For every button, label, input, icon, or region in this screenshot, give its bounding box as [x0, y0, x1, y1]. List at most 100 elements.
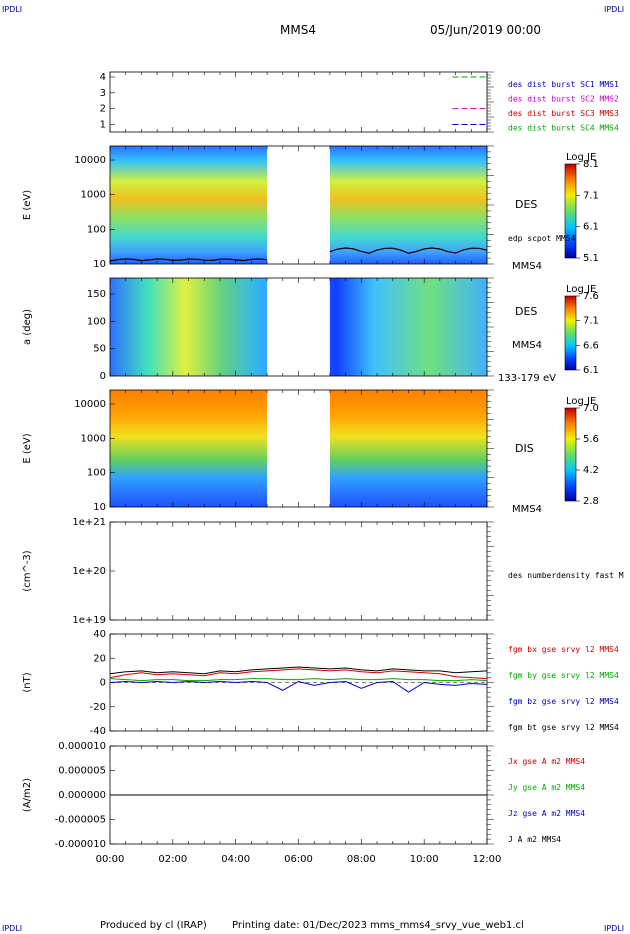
b-bt-line [109, 666, 488, 675]
y-tick-label: 10 [93, 259, 106, 270]
y-tick-label: 1000 [81, 190, 106, 201]
current-density-ylabel: (A/m2) [22, 778, 33, 812]
legend-entry: fgm bt gse srvy l2 MMS4 [508, 723, 619, 732]
des-energy-instrument-label: DES [515, 198, 537, 211]
colorbar-tick-label: 4.2 [583, 465, 599, 476]
spacecraft-title: MMS4 [280, 23, 316, 37]
legend-entry: des dist burst SC2 MMS2 [508, 95, 619, 104]
footer-producer: Produced by cl (IRAP) [100, 920, 207, 931]
magnetic-field-ylabel: (nT) [22, 672, 33, 692]
y-tick-label: 10 [93, 502, 106, 513]
legend-entry: fgm bz gse srvy l2 MMS4 [508, 697, 619, 706]
des-energy-data-gap [267, 146, 330, 264]
b-by-line [109, 678, 488, 682]
time-tick-label: 06:00 [284, 854, 313, 865]
legend-entry: des dist burst SC4 MMS4 [508, 124, 619, 133]
b-bx-line [109, 668, 488, 680]
date-title: 05/Jun/2019 00:00 [430, 23, 541, 37]
y-tick-label: -20 [90, 702, 106, 713]
colorbar-tick-label: 5.6 [583, 434, 599, 445]
y-tick-label: -0.000005 [55, 815, 106, 826]
des-energy-spacecraft-label: MMS4 [512, 261, 542, 272]
corner-label-tl: IPDLI [2, 5, 22, 14]
y-tick-label: 1 [100, 120, 106, 131]
y-tick-label: 100 [87, 468, 106, 479]
des-pitch-colorbar [564, 295, 577, 371]
y-tick-label: 100 [87, 224, 106, 235]
legend-entry: Jx gse A m2 MMS4 [508, 757, 585, 766]
y-tick-label: 0.000000 [58, 790, 106, 801]
y-tick-label: 40 [93, 629, 106, 640]
y-tick-label: 0 [100, 678, 106, 689]
density-ylabel: (cm^-3) [22, 550, 33, 591]
colorbar-tick-label: 7.0 [583, 403, 599, 414]
corner-label-bl: IPDLI [2, 924, 22, 933]
scpot-trace-a [109, 258, 268, 262]
des-pitch-colorbar-title: Log JE [566, 284, 596, 295]
colorbar-tick-label: 7.1 [583, 190, 599, 201]
dis-energy-instrument-label: DIS [515, 442, 534, 455]
density-frame [109, 521, 488, 621]
colorbar-tick-label: 6.1 [583, 222, 599, 233]
b-bz-line [109, 680, 488, 693]
y-tick-label: 10000 [74, 155, 106, 166]
legend-entry: des numberdensity fast M [508, 571, 624, 580]
des-pitch-spacecraft-label: MMS4 [512, 340, 542, 351]
corner-label-tr: IPDLI [604, 5, 624, 14]
y-tick-label: 0.000010 [58, 741, 106, 752]
y-tick-label: 150 [87, 289, 106, 300]
dis-energy-data-gap [267, 390, 330, 507]
legend-entry: des dist burst SC3 MMS3 [508, 109, 619, 118]
time-tick-label: 12:00 [473, 854, 502, 865]
y-tick-label: 2 [100, 104, 106, 115]
y-tick-label: 0 [100, 371, 106, 382]
des-pitch-instrument-label: DES [515, 305, 537, 318]
scpot-trace-b [329, 247, 488, 254]
y-tick-label: 0.000005 [58, 766, 106, 777]
colorbar-tick-label: 2.8 [583, 496, 599, 507]
corner-label-br: IPDLI [604, 924, 624, 933]
y-tick-label: 1000 [81, 433, 106, 444]
dis-energy-colorbar [564, 407, 577, 502]
legend-entry: fgm bx gse srvy l2 MMS4 [508, 645, 619, 654]
legend-entry: Jy gse A m2 MMS4 [508, 783, 585, 792]
dis-energy-colorbar-title: Log JE [566, 396, 596, 407]
legend-entry: fgm by gse srvy l2 MMS4 [508, 671, 619, 680]
y-tick-label: 50 [93, 344, 106, 355]
des-energy-ylabel: E (eV) [22, 190, 33, 220]
y-tick-label: 1e+20 [72, 566, 106, 577]
des-energy-colorbar-title: Log JE [566, 152, 596, 163]
legend-entry: J A m2 MMS4 [508, 835, 561, 844]
des-pitch-data-gap [267, 278, 330, 376]
colorbar-tick-label: 8.1 [583, 159, 599, 170]
y-tick-label: -0.000010 [55, 839, 106, 850]
y-tick-label: 20 [93, 653, 106, 664]
energy-range-label: 133-179 eV [498, 373, 556, 384]
footer-printing-date: Printing date: 01/Dec/2023 [232, 920, 367, 931]
y-tick-label: 1e+21 [72, 517, 106, 528]
dis-energy-ylabel: E (eV) [22, 433, 33, 463]
y-tick-label: 4 [100, 72, 106, 83]
y-tick-label: 100 [87, 316, 106, 327]
y-tick-label: 3 [100, 88, 106, 99]
time-tick-label: 00:00 [96, 854, 125, 865]
time-tick-label: 08:00 [347, 854, 376, 865]
des-energy-colorbar [564, 163, 577, 259]
legend-entry: des dist burst SC1 MMS1 [508, 80, 619, 89]
y-tick-label: 10000 [74, 399, 106, 410]
colorbar-tick-label: 7.1 [583, 316, 599, 327]
footer-filename: mms_mms4_srvy_vue_web1.cl [370, 920, 524, 931]
colorbar-tick-label: 6.6 [583, 340, 599, 351]
coverage-frame [109, 71, 488, 133]
time-tick-label: 04:00 [221, 854, 250, 865]
scpot-overlay-label: edp scpot MMS4 [508, 234, 576, 243]
des-pitch-ylabel: a (deg) [22, 309, 33, 345]
dis-energy-spacecraft-label: MMS4 [512, 504, 542, 515]
y-tick-label: 1e+19 [72, 615, 106, 626]
legend-entry: Jz gse A m2 MMS4 [508, 809, 585, 818]
colorbar-tick-label: 5.1 [583, 253, 599, 264]
time-tick-label: 02:00 [158, 854, 187, 865]
colorbar-tick-label: 6.1 [583, 365, 599, 376]
y-tick-label: -40 [90, 726, 106, 737]
